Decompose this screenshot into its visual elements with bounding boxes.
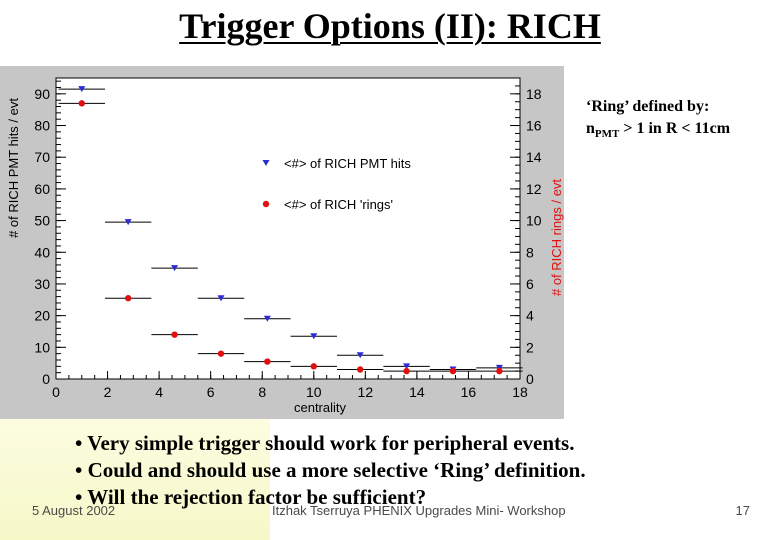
y2-tick-label: 12 [526,181,542,197]
x-axis-title: centrality [294,400,347,415]
pmt-hits-point [403,363,411,370]
legend-label: <#> of RICH 'rings' [284,197,393,212]
ring-count-point [124,295,132,302]
pmt-hits-point [356,352,364,359]
pmt-hits-point [217,295,225,302]
note-n: n [586,120,595,137]
pmt-hits-point [310,333,318,340]
pmt-hits-point [78,86,86,93]
note-subscript: PMT [594,128,620,141]
ring-count-point [78,100,85,107]
x-tick-label: 0 [52,384,60,400]
y-axis-title: # of RICH PMT hits / evt [6,98,21,238]
x-tick-label: 16 [461,384,477,400]
y2-tick-label: 18 [526,86,542,102]
x-tick-label: 18 [512,384,528,400]
y2-tick-label: 0 [526,371,534,387]
slide-title-text: Trigger Options (II): RICH [179,6,601,46]
y-tick-label: 50 [34,213,50,229]
y2-tick-label: 2 [526,339,534,355]
footer-date: 5 August 2002 [32,503,116,518]
y-tick-label: 90 [34,86,50,102]
bullet-item: • Will the rejection factor be sufficien… [75,485,427,509]
bullet-item: • Could and should use a more selective … [75,458,586,482]
ring-count-point [496,367,503,375]
x-tick-label: 14 [409,384,425,400]
note-line-2: nPMT > 1 in R < 11cm [586,118,776,145]
y2-axis-title: # of RICH rings / evt [549,179,564,296]
ring-count-point [403,367,410,375]
ring-count-point [310,363,317,370]
ring-count-point [449,367,457,375]
x-tick-label: 8 [258,384,266,400]
y-tick-label: 60 [34,181,50,197]
y-tick-label: 10 [34,339,50,355]
y2-tick-label: 14 [526,149,542,165]
x-tick-label: 10 [306,384,322,400]
centrality-chart: 0 2 4 6 8 10 12 14 16 180102030405060708090024681… [6,77,564,415]
plot-area [55,77,521,380]
x-tick-label: 4 [155,384,163,400]
y-tick-label: 20 [34,308,50,324]
bullet-list: • Very simple trigger should work for pe… [75,430,775,511]
x-tick-label: 12 [358,384,374,400]
y-tick-label: 80 [34,118,50,134]
ring-count-point [264,358,271,365]
y2-tick-label: 16 [526,118,542,134]
ring-count-point [356,366,364,373]
ring-definition-note: ‘Ring’ defined by: nPMT > 1 in R < 11cm [586,96,776,145]
footer-author: Itzhak Tserruya PHENIX Upgrades Mini- Wo… [272,503,566,518]
y2-tick-label: 10 [526,213,542,229]
ring-count-point [171,331,178,338]
pmt-hits-point [124,219,132,226]
background-accent [0,400,270,540]
ring-count-point [217,350,225,357]
footer-page-number: 17 [735,503,750,518]
y2-tick-label: 4 [526,308,534,324]
y-tick-label: 40 [34,244,50,260]
bullet-item: • Very simple trigger should work for pe… [75,431,575,455]
y-tick-label: 70 [34,149,50,165]
y2-tick-label: 8 [526,244,534,260]
slide-title: Trigger Options (II): RICH [0,4,780,48]
y-tick-label: 0 [42,371,50,387]
note-line-1: ‘Ring’ defined by: [586,98,710,115]
x-tick-label: 2 [104,384,112,400]
legend-marker-pmt-hits [262,160,270,166]
pmt-hits-point [263,315,271,322]
y-tick-label: 30 [34,276,50,292]
x-tick-label: 6 [207,384,215,400]
legend-marker-rings [262,200,270,208]
legend-label: <#> of RICH PMT hits [284,156,411,171]
pmt-hits-point [171,265,179,272]
y2-tick-label: 6 [526,276,534,292]
note-condition: > 1 in R < 11cm [619,120,731,137]
